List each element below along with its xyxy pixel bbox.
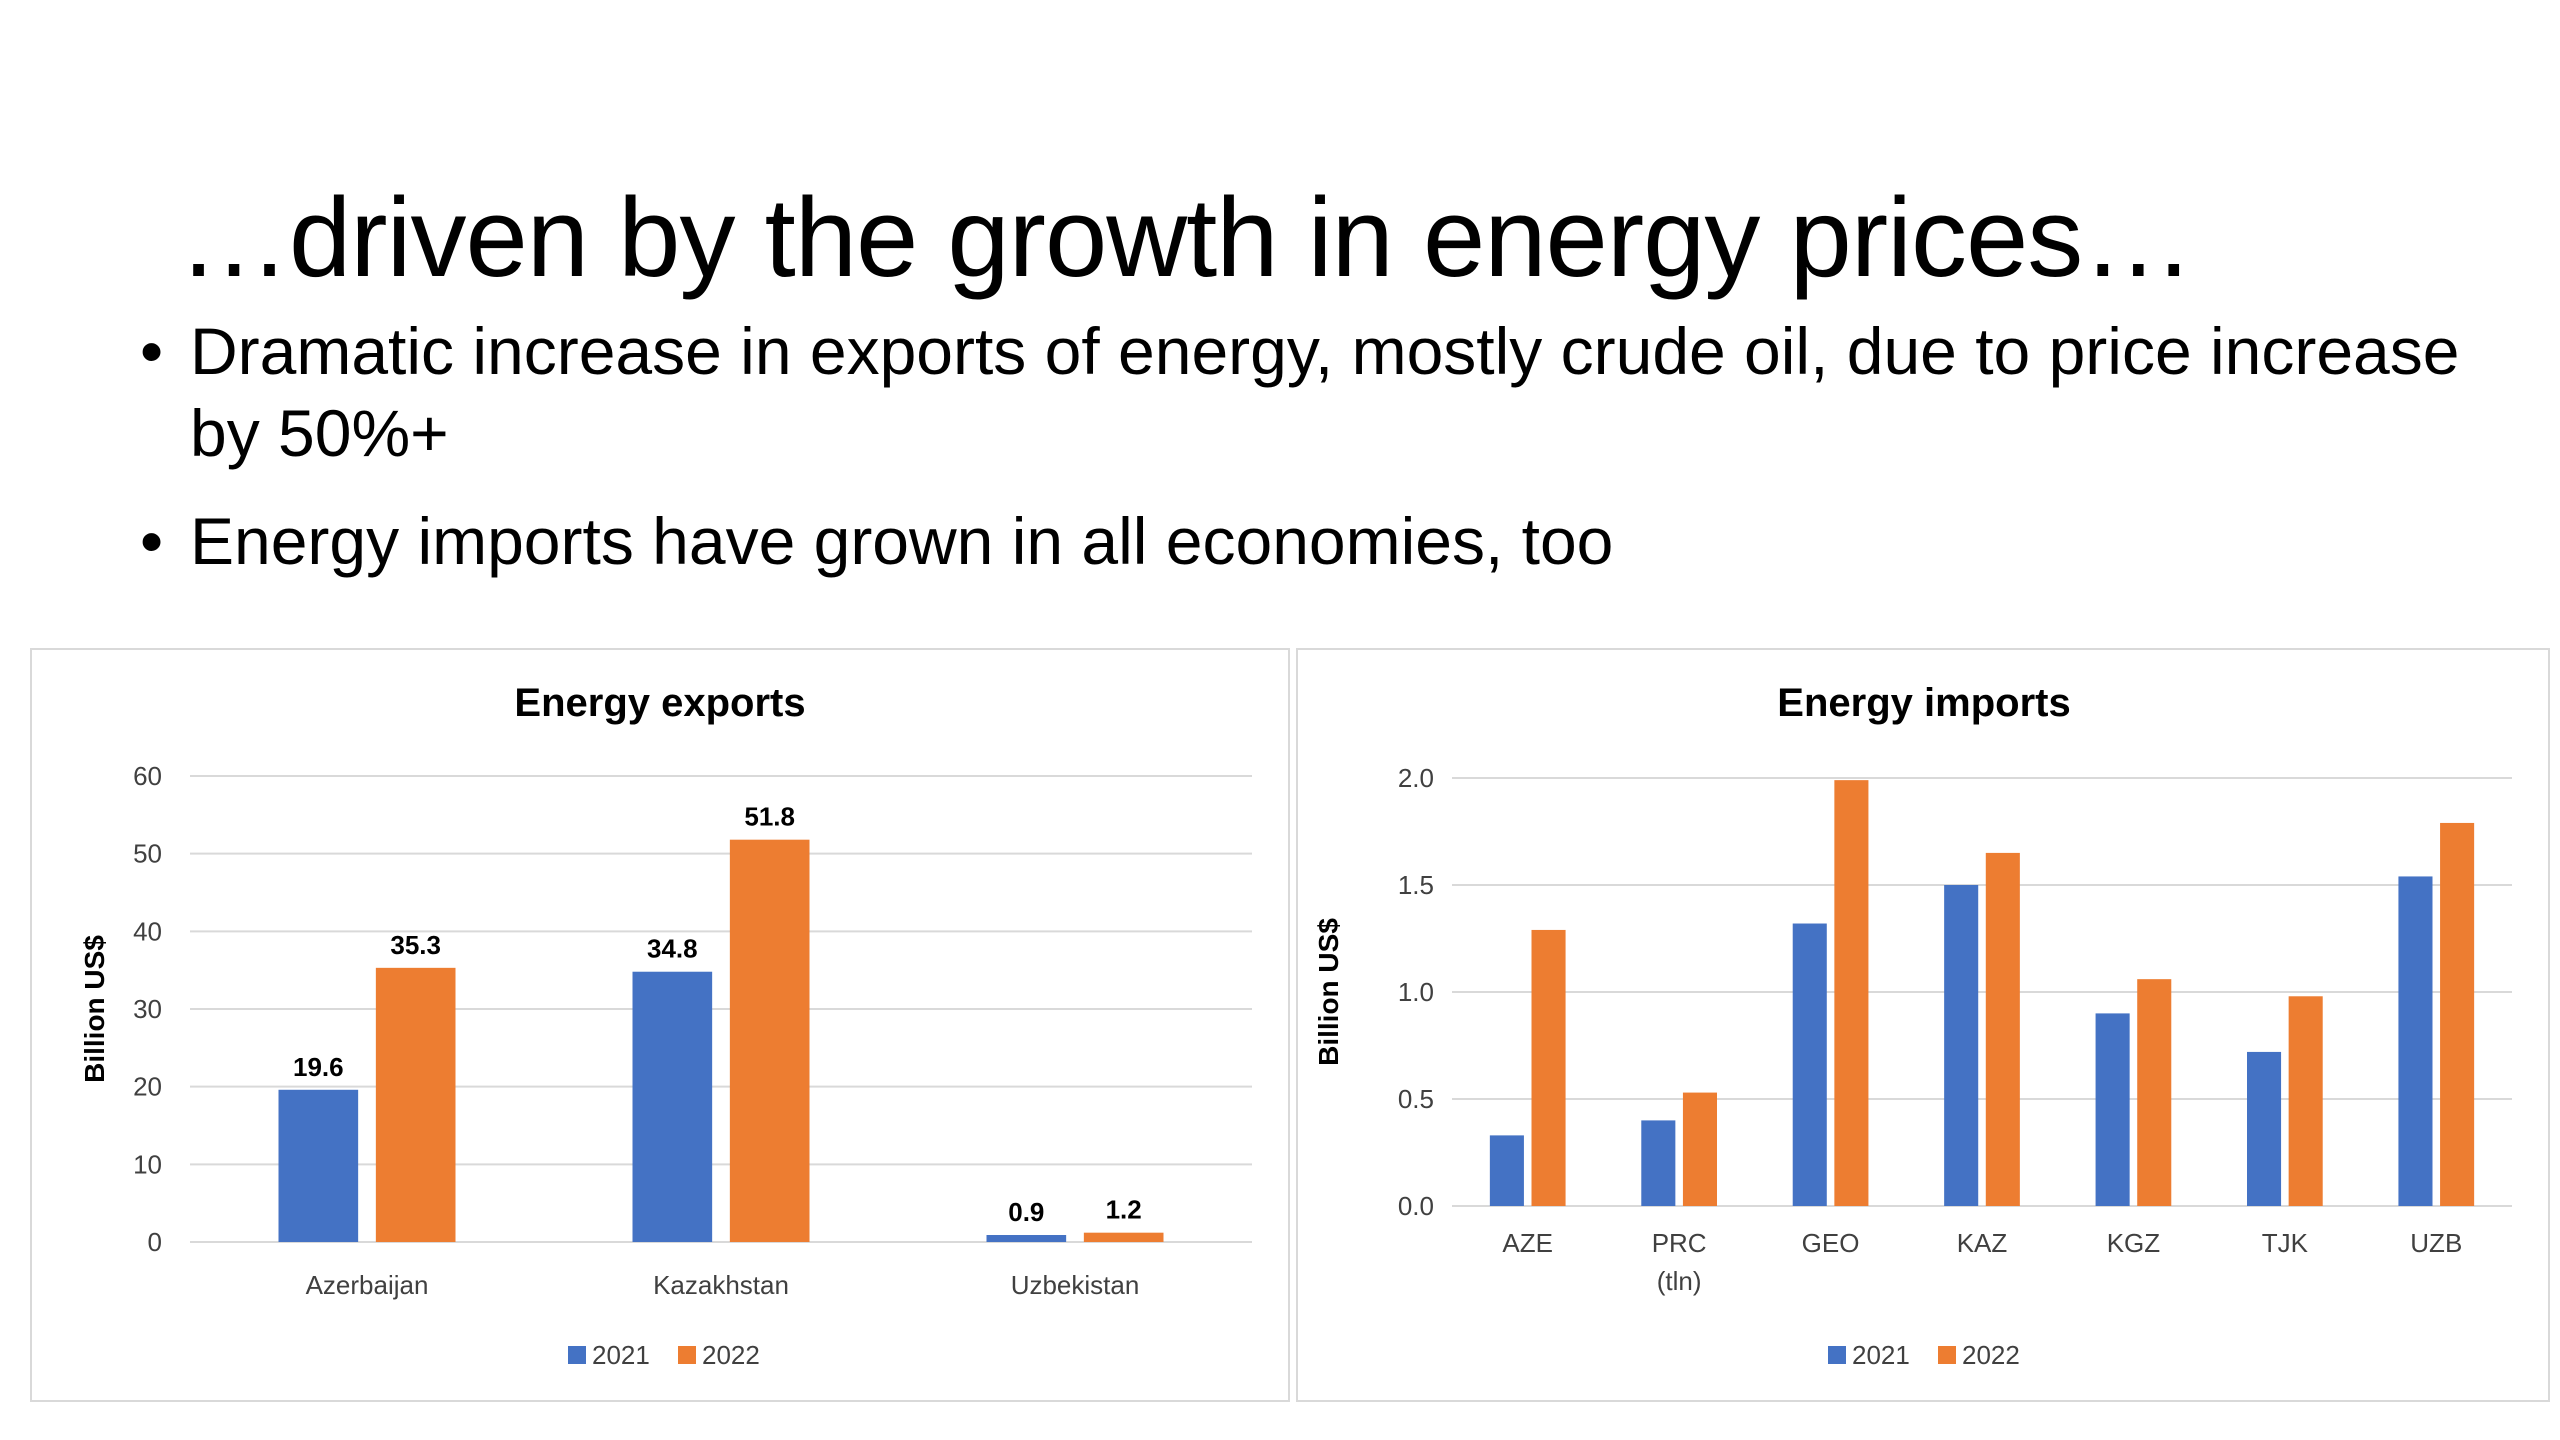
imports-bar-2021 [1792, 923, 1827, 1206]
exports-legend-swatch-2021 [568, 1346, 586, 1364]
exports-y-tick-label: 10 [133, 1149, 162, 1179]
bullet-text: Dramatic increase in exports of energy, … [190, 314, 2460, 470]
imports-x-tick-label: AZE [1502, 1228, 1553, 1258]
exports-y-tick-label: 40 [133, 916, 162, 946]
exports-x-tick-label: Azerbaijan [306, 1270, 429, 1300]
imports-legend-swatch-2022 [1938, 1346, 1956, 1364]
exports-y-tick-label: 0 [148, 1227, 162, 1257]
slide-title: …driven by the growth in energy prices… [178, 175, 2194, 300]
energy-imports-chart-panel: Energy imports Billion US$ 0.0 0.5 1.0 1.5 2.0… [1296, 648, 2550, 1402]
exports-data-label: 35.3 [390, 930, 441, 960]
imports-bar-2021 [1944, 885, 1979, 1206]
imports-x-tick-label: PRC [1652, 1228, 1707, 1258]
exports-data-label: 1.2 [1106, 1195, 1142, 1225]
imports-chart-title: Energy imports [1777, 681, 2070, 725]
imports-bar-2022 [1531, 929, 1566, 1206]
imports-x-tick-label: KAZ [1957, 1228, 2008, 1258]
imports-bar-2022 [2440, 822, 2475, 1206]
exports-data-label: 51.8 [744, 802, 795, 832]
energy-exports-chart-panel: Energy exports Billion US$ 0 10 20 30 40 50 60 19… [30, 648, 1290, 1402]
imports-legend-label: 2022 [1962, 1340, 2020, 1370]
exports-y-tick-label: 50 [133, 839, 162, 869]
imports-bar-2022 [1682, 1092, 1717, 1206]
exports-y-tick-label: 20 [133, 1072, 162, 1102]
imports-y-tick-label: 2.0 [1398, 763, 1434, 793]
exports-chart-title: Energy exports [514, 681, 805, 725]
imports-bar-2022 [2137, 979, 2172, 1206]
imports-bar-2022 [1985, 852, 2020, 1206]
imports-legend-label: 2021 [1852, 1340, 1910, 1370]
imports-x-tick-label: TJK [2262, 1228, 2309, 1258]
bullet-list: • Dramatic increase in exports of energy… [140, 310, 2470, 608]
exports-data-label: 34.8 [647, 934, 698, 964]
bullet-text: Energy imports have grown in all economi… [190, 504, 1614, 578]
imports-x-tick-label: UZB [2410, 1228, 2462, 1258]
exports-bar-2022 [375, 967, 456, 1242]
imports-bar-2021 [2247, 1051, 2282, 1206]
exports-y-tick-label: 30 [133, 994, 162, 1024]
energy-imports-chart: Energy imports Billion US$ 0.0 0.5 1.0 1.5 2.0… [1313, 681, 2512, 1370]
exports-data-label: 0.9 [1008, 1197, 1044, 1227]
imports-bar-2022 [1834, 780, 1869, 1206]
exports-bar-2022 [1083, 1232, 1164, 1242]
exports-legend-label: 2022 [702, 1340, 760, 1370]
bullet-item: • Dramatic increase in exports of energy… [140, 310, 2470, 474]
exports-legend-swatch-2022 [678, 1346, 696, 1364]
imports-y-tick-label: 0.5 [1398, 1084, 1434, 1114]
exports-x-tick-label: Kazakhstan [653, 1270, 789, 1300]
exports-y-axis-label: Billion US$ [79, 935, 110, 1083]
bullet-dot: • [140, 314, 164, 388]
energy-exports-chart: Energy exports Billion US$ 0 10 20 30 40 50 60 19… [79, 681, 1252, 1370]
exports-bar-2021 [986, 1235, 1067, 1242]
imports-x-tick-label: (tln) [1657, 1266, 1702, 1296]
imports-bar-2021 [2398, 876, 2433, 1206]
imports-bar-2022 [2288, 996, 2323, 1206]
imports-y-tick-label: 1.5 [1398, 870, 1434, 900]
exports-legend-label: 2021 [592, 1340, 650, 1370]
imports-x-tick-label: KGZ [2107, 1228, 2161, 1258]
bullet-dot: • [140, 504, 164, 578]
exports-bar-2021 [278, 1089, 359, 1242]
imports-y-axis-label: Billion US$ [1313, 918, 1344, 1066]
imports-legend-swatch-2021 [1828, 1346, 1846, 1364]
exports-x-tick-label: Uzbekistan [1011, 1270, 1140, 1300]
imports-x-tick-label: GEO [1802, 1228, 1860, 1258]
imports-bar-2021 [1489, 1135, 1524, 1206]
exports-bar-2021 [632, 971, 713, 1242]
exports-y-tick-label: 60 [133, 761, 162, 791]
bullet-item: • Energy imports have grown in all econo… [140, 500, 2470, 582]
exports-data-label: 19.6 [293, 1052, 344, 1082]
imports-y-tick-label: 1.0 [1398, 977, 1434, 1007]
imports-y-tick-label: 0.0 [1398, 1191, 1434, 1221]
exports-bar-2022 [729, 839, 810, 1242]
imports-bar-2021 [2095, 1013, 2130, 1206]
imports-bar-2021 [1641, 1120, 1676, 1206]
